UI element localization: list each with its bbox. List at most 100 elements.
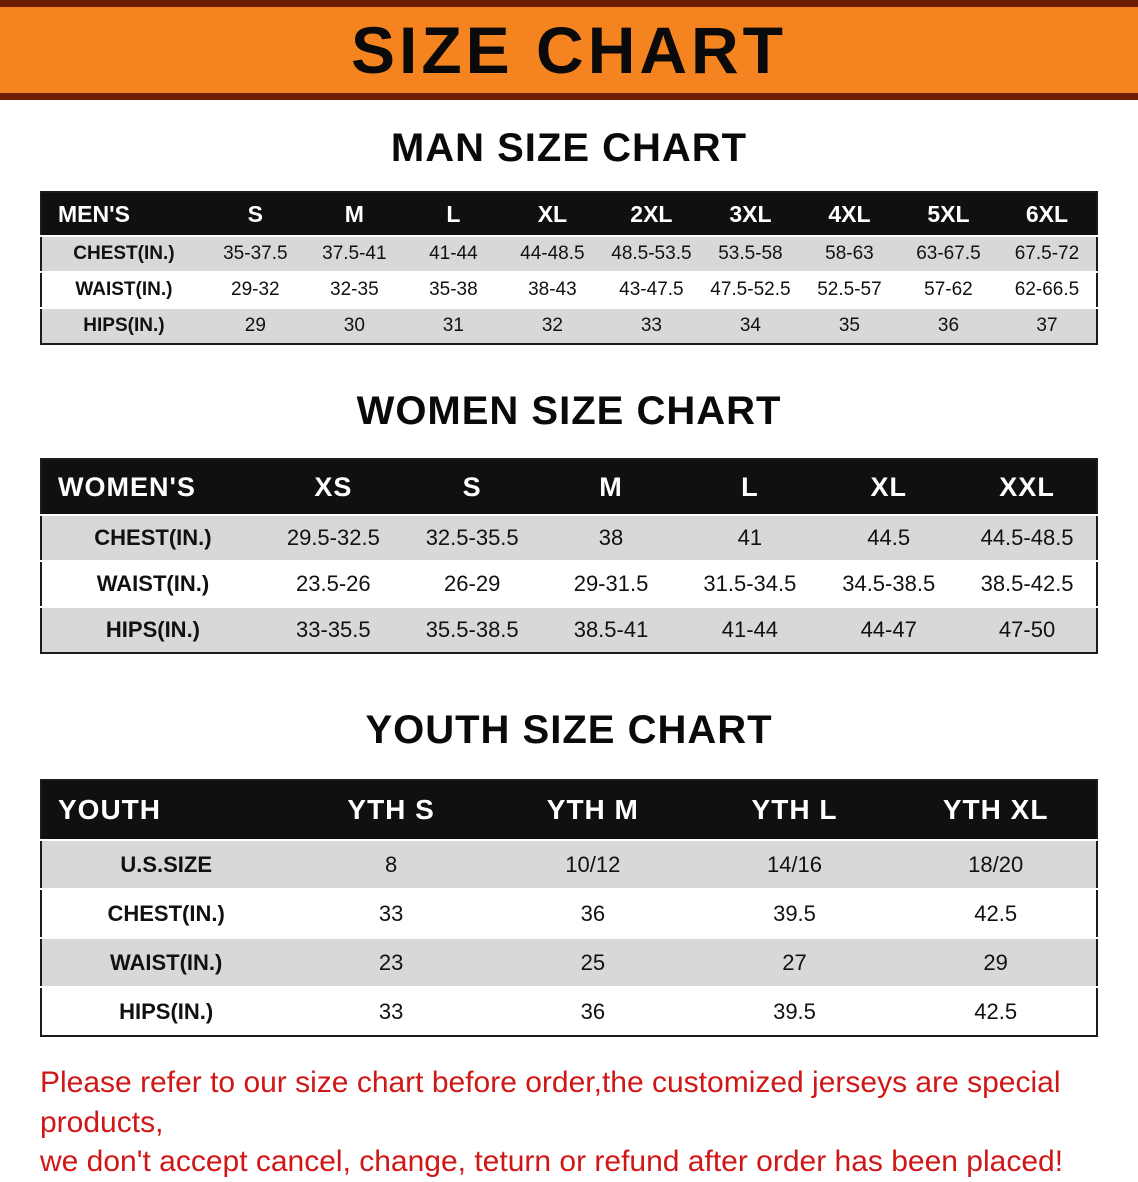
measurement-cell: 10/12 — [565, 851, 621, 877]
table-corner-label: MEN'S — [41, 192, 206, 236]
measurement-cell: 41-44 — [429, 243, 478, 264]
measurement-cell: 35.5-38.5 — [425, 617, 519, 642]
measurement-cell: 33 — [378, 998, 404, 1024]
women-size-chart-heading: WOMEN SIZE CHART — [356, 389, 782, 433]
table-row: CHEST(IN.) 33 36 39.5 42.5 — [41, 889, 1097, 938]
measurement-cell: 58-63 — [825, 243, 874, 264]
row-label: CHEST(IN.) — [73, 243, 175, 264]
size-column-header: S — [205, 192, 305, 236]
measurement-cell: 37.5-41 — [322, 243, 387, 264]
table-row: CHEST(IN.) 29.5-32.5 32.5-35.5 38 41 44.5 44.5… — [41, 515, 1097, 561]
table-header-row: MEN'S S M L XL 2XL 3XL 4XL 5XL 6XL — [41, 192, 1097, 236]
row-label: HIPS(IN.) — [83, 315, 165, 336]
table-row: WAIST(IN.) 23 25 27 29 — [41, 938, 1097, 987]
table-row: HIPS(IN.) 33-35.5 35.5-38.5 38.5-41 41-44 44-… — [41, 607, 1097, 653]
measurement-cell: 29-32 — [231, 279, 280, 300]
page-title: SIZE CHART — [351, 13, 787, 87]
row-label: WAIST(IN.) — [75, 279, 173, 300]
measurement-cell: 32.5-35.5 — [425, 525, 519, 550]
row-label: WAIST(IN.) — [109, 949, 223, 975]
size-column-header: M — [304, 192, 404, 236]
measurement-cell: 35 — [838, 315, 860, 336]
size-column-header: 5XL — [898, 192, 998, 236]
measurement-cell: 41 — [737, 525, 763, 550]
table-row: WAIST(IN.) 29-32 32-35 35-38 38-43 43-47.5 47.… — [41, 272, 1097, 308]
size-column-header: YTH M — [491, 780, 694, 840]
measurement-cell: 44.5-48.5 — [980, 525, 1074, 550]
table-corner-label: YOUTH — [41, 780, 291, 840]
banner: SIZE CHART — [0, 0, 1138, 100]
row-label: HIPS(IN.) — [119, 998, 214, 1024]
measurement-cell: 32 — [541, 315, 563, 336]
men-size-table: MEN'S S M L XL 2XL 3XL 4XL 5XL 6XL CHEST(IN.) 35-37… — [40, 191, 1098, 345]
size-column-header: 3XL — [700, 192, 800, 236]
measurement-cell: 48.5-53.5 — [611, 243, 692, 264]
size-column-header: YTH S — [290, 780, 492, 840]
measurement-cell: 26-29 — [444, 571, 501, 596]
size-column-header: 4XL — [799, 192, 899, 236]
notice-line-1: Please refer to our size chart before or… — [40, 1066, 1061, 1139]
measurement-cell: 31.5-34.5 — [703, 571, 797, 596]
measurement-cell: 30 — [343, 315, 365, 336]
measurement-cell: 38-43 — [528, 279, 577, 300]
measurement-cell: 33 — [640, 315, 662, 336]
men-section: MAN SIZE CHART MEN'S S M L XL 2XL 3XL 4XL 5XL 6XL… — [0, 126, 1138, 345]
size-column-header: YTH L — [693, 780, 896, 840]
size-column-header: 2XL — [601, 192, 701, 236]
measurement-cell: 38.5-42.5 — [980, 571, 1074, 596]
size-column-header: YTH XL — [895, 780, 1097, 840]
measurement-cell: 57-62 — [924, 279, 973, 300]
measurement-cell: 34 — [739, 315, 761, 336]
table-header-row: YOUTH YTH S YTH M YTH L YTH XL — [41, 780, 1097, 840]
measurement-cell: 62-66.5 — [1014, 279, 1080, 300]
row-label: CHEST(IN.) — [94, 525, 212, 550]
size-column-header: 6XL — [997, 192, 1097, 236]
table-corner-label: WOMEN'S — [41, 459, 264, 515]
measurement-cell: 36 — [580, 900, 606, 926]
size-column-header: L — [403, 192, 503, 236]
measurement-cell: 41-44 — [721, 617, 778, 642]
notice-line-2: we don't accept cancel, change, teturn o… — [40, 1145, 1064, 1179]
measurement-cell: 34.5-38.5 — [842, 571, 936, 596]
measurement-cell: 63-67.5 — [916, 243, 981, 264]
youth-size-chart-heading: YOUTH SIZE CHART — [365, 708, 773, 752]
measurement-cell: 32-35 — [330, 279, 379, 300]
table-row: U.S.SIZE 8 10/12 14/16 18/20 — [41, 840, 1097, 889]
row-label: HIPS(IN.) — [105, 617, 201, 642]
measurement-cell: 52.5-57 — [817, 279, 882, 300]
size-column-header: XXL — [958, 459, 1097, 515]
women-section: WOMEN SIZE CHART WOMEN'S XS S M L XL XXL CHEST(… — [0, 389, 1138, 654]
measurement-cell: 44-48.5 — [520, 243, 585, 264]
measurement-cell: 38.5-41 — [573, 617, 649, 642]
measurement-cell: 42.5 — [974, 900, 1018, 926]
measurement-cell: 37 — [1036, 315, 1058, 336]
measurement-cell: 23 — [378, 949, 404, 975]
youth-section: YOUTH SIZE CHART YOUTH YTH S YTH M YTH L YTH… — [0, 708, 1138, 1037]
measurement-cell: 42.5 — [974, 998, 1018, 1024]
size-column-header: XL — [502, 192, 602, 236]
size-column-header: S — [402, 459, 542, 515]
measurement-cell: 39.5 — [773, 998, 816, 1024]
measurement-cell: 31 — [442, 315, 464, 336]
measurement-cell: 39.5 — [773, 900, 816, 926]
size-column-header: L — [680, 459, 820, 515]
men-size-chart-heading: MAN SIZE CHART — [390, 126, 748, 170]
measurement-cell: 35-38 — [429, 279, 478, 300]
footer-notice: Please refer to our size chart before or… — [40, 1063, 1100, 1182]
row-label: CHEST(IN.) — [107, 900, 225, 926]
women-size-table: WOMEN'S XS S M L XL XXL CHEST(IN.) 29.5-32.5 32.5… — [40, 458, 1098, 654]
measurement-cell: 29.5-32.5 — [286, 525, 380, 550]
measurement-cell: 14/16 — [766, 851, 823, 877]
measurement-cell: 33-35.5 — [296, 617, 371, 642]
measurement-cell: 23.5-26 — [296, 571, 371, 596]
measurement-cell: 25 — [580, 949, 606, 975]
measurement-cell: 36 — [937, 315, 960, 336]
table-row: CHEST(IN.) 35-37.5 37.5-41 41-44 44-48.5 48.5… — [41, 236, 1097, 272]
measurement-cell: 35-37.5 — [223, 243, 288, 264]
row-label: WAIST(IN.) — [96, 571, 210, 596]
table-row: HIPS(IN.) 29 30 31 32 33 34 35 36 37 — [41, 308, 1097, 344]
measurement-cell: 67.5-72 — [1014, 243, 1080, 264]
measurement-cell: 43-47.5 — [619, 279, 684, 300]
measurement-cell: 29 — [983, 949, 1008, 975]
